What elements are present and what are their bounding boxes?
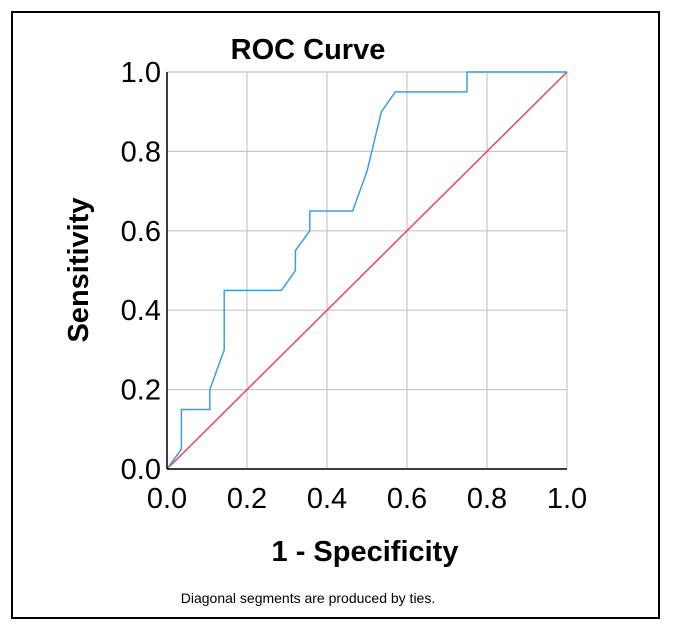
x-tick-label: 0.4 [307, 483, 347, 515]
x-tick-label: 0.6 [387, 483, 427, 515]
chart-title: ROC Curve [231, 34, 386, 66]
x-tick-label: 0.2 [227, 483, 267, 515]
roc-chart: 0.0 0.2 0.4 0.6 0.8 1.0 0.0 0.2 0.4 0.6 0.8 1.0 ROC… [63, 34, 587, 606]
grid-lines [166, 71, 568, 470]
footnote: Diagonal segments are produced by ties. [181, 590, 435, 606]
series-lines [166, 71, 568, 470]
roc-curve-line [166, 71, 567, 470]
y-tick-label: 0.0 [121, 454, 161, 486]
reference-line [166, 71, 568, 470]
y-tick-label: 0.4 [121, 295, 161, 327]
chart-frame: 0.0 0.2 0.4 0.6 0.8 1.0 0.0 0.2 0.4 0.6 0.8 1.0 ROC… [11, 11, 660, 619]
y-tick-label: 0.2 [121, 375, 161, 407]
x-axis-label: 1 - Specificity [272, 536, 459, 568]
y-axis-label: Sensitivity [63, 197, 95, 342]
axes [166, 72, 567, 470]
x-tick-label: 0.8 [467, 483, 507, 515]
y-tick-label: 0.8 [121, 136, 161, 168]
y-tick-label: 1.0 [121, 57, 161, 89]
tick-labels: 0.0 0.2 0.4 0.6 0.8 1.0 0.0 0.2 0.4 0.6 0.8 1.0 [121, 57, 587, 515]
x-tick-label: 0.0 [147, 483, 187, 515]
y-tick-label: 0.6 [121, 216, 161, 248]
x-tick-label: 1.0 [547, 483, 587, 515]
